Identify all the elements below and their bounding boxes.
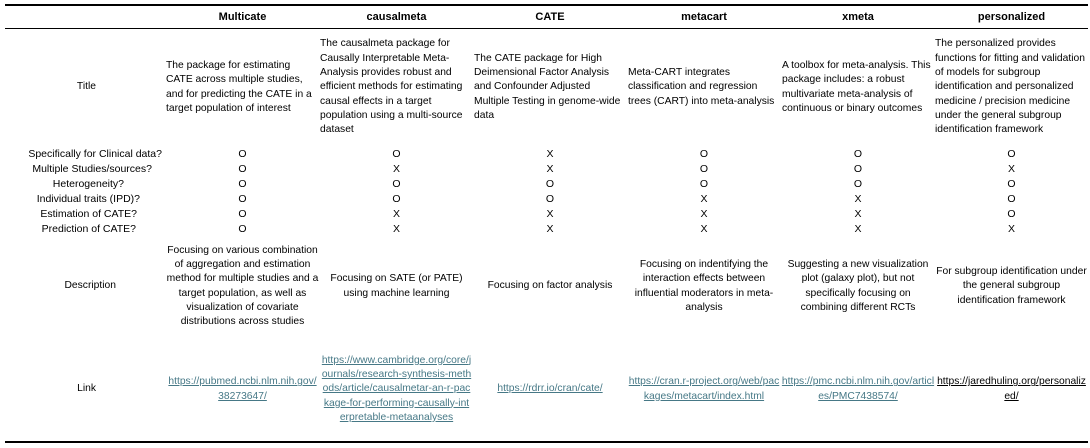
mark-causalmeta: X (392, 222, 400, 235)
mark-causalmeta: O (392, 177, 401, 190)
link-personalized[interactable]: https://jaredhuling.org/personalized/ (937, 376, 1086, 402)
mark-metacart: X (700, 222, 708, 235)
mark-causalmeta: O (392, 147, 401, 160)
mark-cate: O (545, 177, 555, 190)
link-xmeta-cell: https://pmc.ncbi.nlm.nih.gov/articles/PM… (780, 339, 936, 440)
row-label-description: Description (64, 280, 116, 292)
mark-metacart: O (699, 162, 709, 175)
mark-cate: X (546, 147, 554, 160)
header-rule (5, 28, 1088, 29)
description-multicate: Focusing on various combination of aggre… (166, 244, 319, 328)
mark-xmeta: O (853, 177, 863, 190)
mark-xmeta: X (854, 207, 862, 220)
mark-metacart: O (699, 147, 709, 160)
row-label-link: Link (77, 383, 96, 395)
mark-metacart: O (699, 177, 709, 190)
mark-metacart: X (700, 192, 708, 205)
description-cate: Focusing on factor analysis (487, 280, 613, 292)
mark-causalmeta: X (392, 207, 400, 220)
mark-causalmeta: O (392, 192, 401, 205)
mark-multicate: O (238, 147, 247, 160)
mark-xmeta: O (853, 147, 863, 160)
link-cate-cell: https://rdrr.io/cran/cate/ (474, 339, 626, 440)
title-metacart: Meta-CART integrates classification and … (628, 67, 775, 107)
link-multicate-cell: https://pubmed.ncbi.nlm.nih.gov/38273647… (166, 339, 319, 440)
header-multicate: Multicate (218, 10, 267, 23)
header-personalized: personalized (977, 10, 1046, 23)
header-metacart: metacart (681, 10, 727, 23)
title-cate: The CATE package for High Deimensional F… (474, 52, 621, 121)
mark-cate: O (545, 192, 555, 205)
link-causalmeta[interactable]: https://www.cambridge.org/core/journals/… (321, 354, 472, 423)
description-personalized: For subgroup identification under the ge… (936, 266, 1087, 306)
title-causalmeta: The causalmeta package for Causally Inte… (320, 38, 463, 136)
description-xmeta: Suggesting a new visualization plot (gal… (787, 258, 929, 313)
mark-multicate: O (238, 192, 247, 205)
header-causalmeta: causalmeta (366, 10, 427, 23)
bottom-rule (5, 441, 1088, 443)
mark-causalmeta: X (392, 162, 400, 175)
mark-personalized: X (1007, 162, 1015, 175)
mark-xmeta: X (854, 222, 862, 235)
mark-multicate: O (238, 222, 247, 235)
mark-multicate: O (238, 207, 247, 220)
link-xmeta[interactable]: https://pmc.ncbi.nlm.nih.gov/articles/PM… (781, 376, 935, 402)
question-label: Heterogeneity? (52, 177, 124, 190)
description-causalmeta: Focusing on SATE (or PATE) using machine… (330, 273, 463, 299)
question-label: Specifically for Clinical data? (28, 147, 162, 160)
mark-xmeta: X (854, 192, 862, 205)
mark-personalized: O (1007, 207, 1016, 220)
mark-personalized: O (1007, 147, 1016, 160)
mark-cate: X (546, 207, 554, 220)
question-label: Individual traits (IPD)? (36, 192, 140, 205)
top-rule (5, 4, 1088, 6)
title-personalized: The personalized provides functions for … (935, 38, 1085, 136)
mark-cate: X (546, 162, 554, 175)
description-metacart: Focusing on indentifying the interaction… (634, 258, 774, 313)
link-metacart-cell: https://cran.r-project.org/web/packages/… (628, 339, 780, 440)
mark-multicate: O (238, 177, 247, 190)
question-label: Estimation of CATE? (40, 207, 137, 220)
mark-cate: X (546, 222, 554, 235)
mark-personalized: O (1007, 177, 1016, 190)
header-xmeta: xmeta (842, 10, 874, 23)
link-cate[interactable]: https://rdrr.io/cran/cate/ (497, 383, 603, 395)
row-label-title: Title (76, 81, 96, 93)
header-cate: CATE (535, 10, 565, 23)
link-personalized-cell: https://jaredhuling.org/personalized/ (936, 339, 1087, 440)
question-label: Multiple Studies/sources? (32, 162, 152, 175)
question-label: Prediction of CATE? (41, 222, 136, 235)
title-xmeta: A toolbox for meta-analysis. This packag… (782, 59, 931, 114)
mark-xmeta: O (853, 162, 863, 175)
link-multicate[interactable]: https://pubmed.ncbi.nlm.nih.gov/38273647… (168, 376, 317, 402)
link-causalmeta-cell: https://www.cambridge.org/core/journals/… (321, 339, 472, 440)
mark-personalized: O (1007, 192, 1016, 205)
mark-metacart: X (700, 207, 708, 220)
mark-personalized: X (1007, 222, 1015, 235)
mark-multicate: O (238, 162, 247, 175)
title-multicate: The package for estimating CATE across m… (166, 59, 312, 114)
link-metacart[interactable]: https://cran.r-project.org/web/packages/… (628, 376, 780, 402)
